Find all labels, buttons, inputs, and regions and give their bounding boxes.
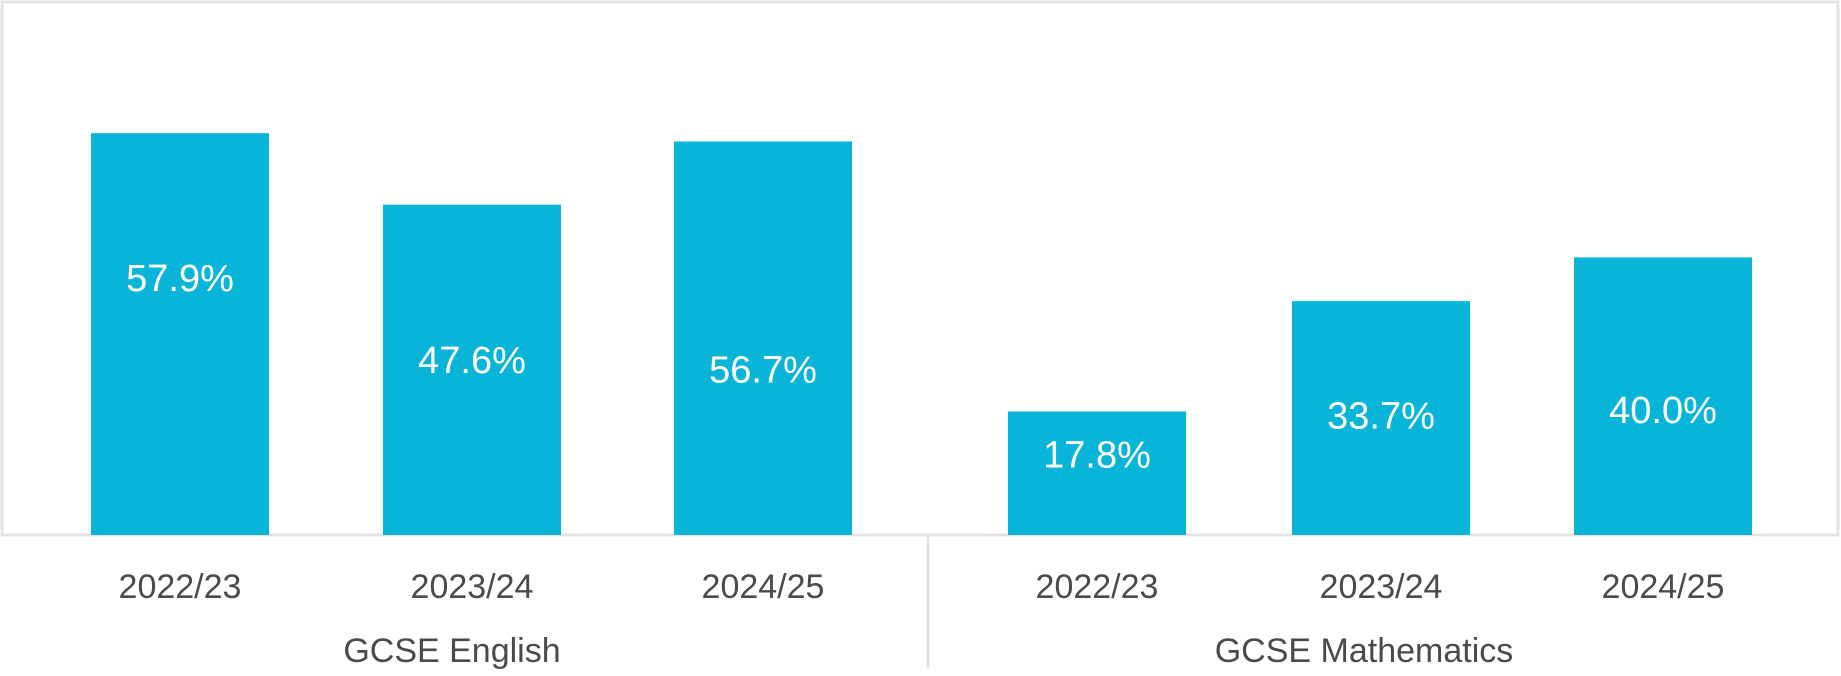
bar-english-2024-25	[674, 141, 852, 535]
labels-layer: 57.9% 2022/23 47.6% 2023/24 56.7% 2024/25 GCSE…	[119, 258, 1725, 670]
data-label: 17.8%	[1043, 435, 1151, 477]
bar-mathematics-2022-23	[1008, 411, 1186, 535]
x-tick-label: 2023/24	[411, 568, 534, 606]
bar-mathematics-2024-25	[1574, 257, 1752, 535]
data-label: 40.0%	[1609, 390, 1717, 432]
x-tick-label: 2024/25	[702, 568, 825, 606]
x-tick-label: 2024/25	[1602, 568, 1725, 606]
bar-english-2022-23	[91, 133, 269, 535]
plot-frame	[0, 0, 1840, 537]
data-label: 47.6%	[418, 340, 526, 382]
x-tick-label: 2022/23	[1036, 568, 1159, 606]
x-tick-label: 2022/23	[119, 568, 242, 606]
data-label: 57.9%	[126, 258, 234, 300]
data-label: 33.7%	[1327, 396, 1435, 438]
x-tick-label: 2023/24	[1320, 568, 1443, 606]
bar-mathematics-2023-24	[1292, 301, 1470, 535]
group-label: GCSE Mathematics	[1215, 632, 1514, 670]
data-label: 56.7%	[709, 350, 817, 392]
group-label: GCSE English	[343, 632, 560, 670]
bars-layer	[91, 133, 1752, 535]
bar-english-2023-24	[383, 204, 561, 535]
